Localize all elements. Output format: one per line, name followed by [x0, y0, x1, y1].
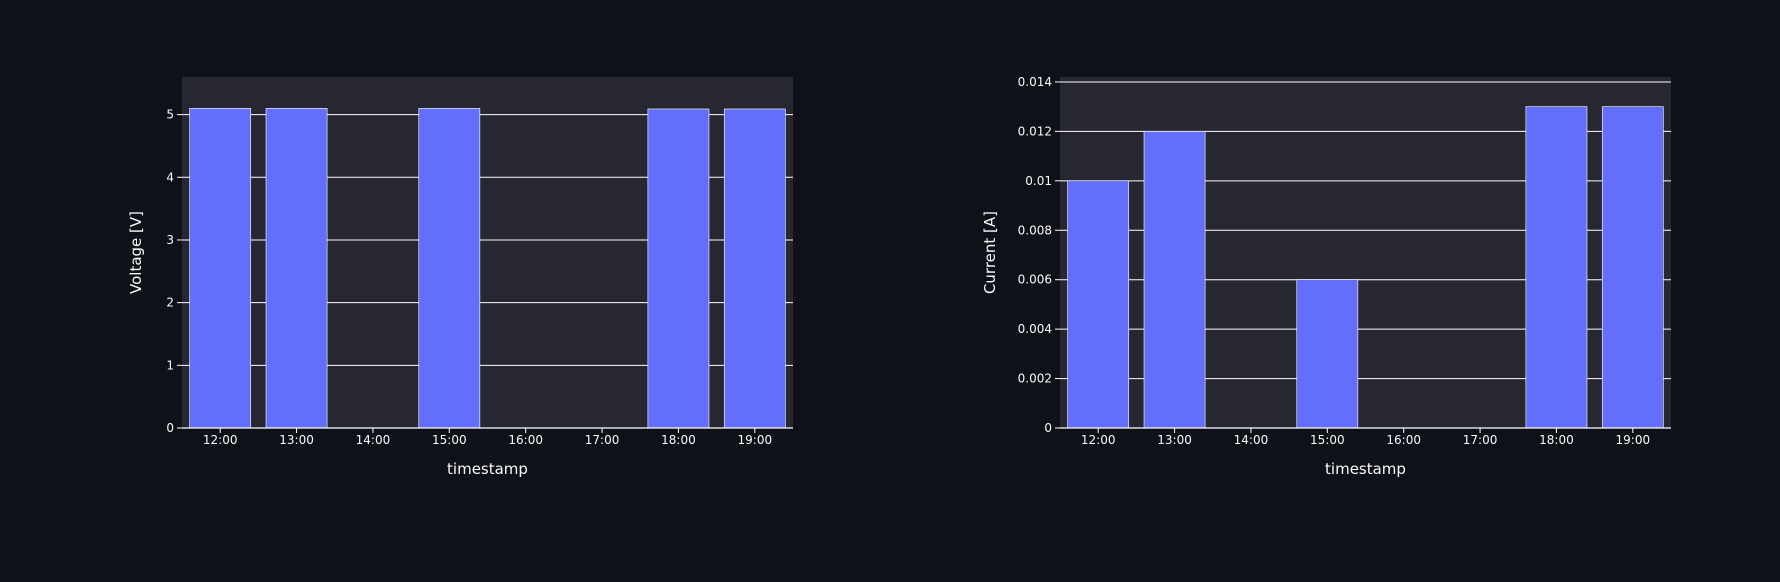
x-tick-label: 14:00	[1234, 433, 1269, 447]
x-tick-label: 13:00	[1157, 433, 1192, 447]
bar-1500[interactable]	[1296, 279, 1359, 429]
bar-1900[interactable]	[1601, 106, 1664, 429]
bar-1900[interactable]	[723, 108, 786, 429]
x-tick-label: 18:00	[1539, 433, 1574, 447]
x-tick-label: 15:00	[432, 433, 467, 447]
x-tick-label: 19:00	[1616, 433, 1651, 447]
y-tick-label: 2	[166, 296, 174, 310]
x-tick-label: 15:00	[1310, 433, 1345, 447]
x-tick-label: 17:00	[1463, 433, 1498, 447]
y-tick-label: 1	[166, 358, 174, 372]
x-tick-label: 12:00	[203, 433, 238, 447]
bar-1300[interactable]	[1143, 131, 1206, 429]
x-axis-title: timestamp	[447, 460, 528, 478]
y-tick-label: 5	[166, 108, 174, 122]
bar-1800[interactable]	[1525, 106, 1588, 429]
x-tick-label: 12:00	[1081, 433, 1116, 447]
y-axis-title: Current [A]	[981, 211, 999, 294]
y-tick-label: 0	[1044, 421, 1052, 435]
y-tick-label: 0.002	[1018, 372, 1052, 386]
bar-1200[interactable]	[189, 108, 252, 429]
y-tick-label: 0	[166, 421, 174, 435]
bar-1200[interactable]	[1067, 180, 1130, 429]
bar-1800[interactable]	[647, 108, 710, 429]
x-tick-label: 16:00	[508, 433, 543, 447]
y-tick-label: 0.006	[1018, 273, 1052, 287]
y-tick-label: 0.004	[1018, 322, 1052, 336]
x-tick-label: 17:00	[585, 433, 620, 447]
x-tick-label: 14:00	[356, 433, 391, 447]
bar-1300[interactable]	[265, 108, 328, 429]
bar-1500[interactable]	[418, 108, 481, 429]
x-tick-label: 13:00	[279, 433, 314, 447]
x-tick-label: 16:00	[1386, 433, 1421, 447]
y-tick-label: 0.01	[1025, 174, 1052, 188]
current-chart: 0 0.002 0.004 0.006 0.008 0.01 0.012 0.014 12:00…	[981, 75, 1671, 478]
y-tick-label: 0.014	[1018, 75, 1052, 89]
x-tick-label: 19:00	[738, 433, 773, 447]
y-tick-label: 4	[166, 170, 174, 184]
x-axis-title: timestamp	[1325, 460, 1406, 478]
y-tick-label: 3	[166, 233, 174, 247]
y-axis-title: Voltage [V]	[127, 211, 145, 294]
voltage-chart: 0 1 2 3 4 5 12:00 13:00 14:00 15:00 16:00 17:00 18:0…	[127, 77, 793, 478]
y-tick-label: 0.012	[1018, 124, 1052, 138]
x-tick-label: 18:00	[661, 433, 696, 447]
y-tick-label: 0.008	[1018, 223, 1052, 237]
